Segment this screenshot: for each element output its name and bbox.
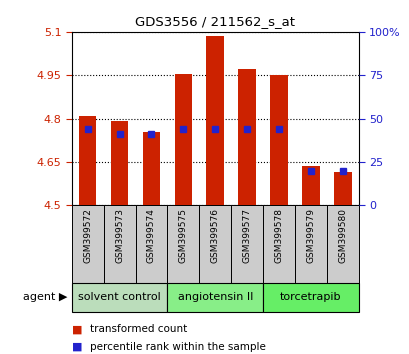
Text: GSM399574: GSM399574 (146, 208, 155, 263)
Text: GSM399578: GSM399578 (274, 208, 283, 263)
Text: percentile rank within the sample: percentile rank within the sample (90, 342, 265, 352)
Text: GSM399575: GSM399575 (178, 208, 187, 263)
Text: GSM399573: GSM399573 (115, 208, 124, 263)
Bar (333, 172, 351, 205)
Text: GSM399579: GSM399579 (306, 208, 315, 263)
Text: solvent control: solvent control (78, 292, 161, 302)
FancyBboxPatch shape (167, 283, 263, 312)
Bar (142, 132, 160, 205)
Bar (174, 74, 192, 205)
FancyBboxPatch shape (72, 283, 167, 312)
Bar (110, 121, 128, 205)
Bar (206, 36, 223, 205)
FancyBboxPatch shape (294, 205, 326, 283)
FancyBboxPatch shape (231, 205, 263, 283)
FancyBboxPatch shape (135, 205, 167, 283)
FancyBboxPatch shape (103, 205, 135, 283)
Text: transformed count: transformed count (90, 324, 187, 334)
Bar (238, 69, 255, 205)
Text: agent ▶: agent ▶ (23, 292, 67, 302)
Text: torcetrapib: torcetrapib (279, 292, 341, 302)
Text: GSM399577: GSM399577 (242, 208, 251, 263)
Text: GSM399580: GSM399580 (337, 208, 346, 263)
FancyBboxPatch shape (263, 283, 358, 312)
Bar (301, 166, 319, 205)
Text: ■: ■ (72, 342, 82, 352)
FancyBboxPatch shape (326, 205, 358, 283)
FancyBboxPatch shape (167, 205, 199, 283)
Text: GSM399576: GSM399576 (210, 208, 219, 263)
Text: GSM399572: GSM399572 (83, 208, 92, 263)
Text: ■: ■ (72, 324, 82, 334)
Bar (79, 116, 96, 205)
Text: angiotensin II: angiotensin II (177, 292, 252, 302)
FancyBboxPatch shape (72, 205, 103, 283)
FancyBboxPatch shape (199, 205, 231, 283)
FancyBboxPatch shape (263, 205, 294, 283)
Bar (270, 75, 287, 205)
Title: GDS3556 / 211562_s_at: GDS3556 / 211562_s_at (135, 15, 294, 28)
